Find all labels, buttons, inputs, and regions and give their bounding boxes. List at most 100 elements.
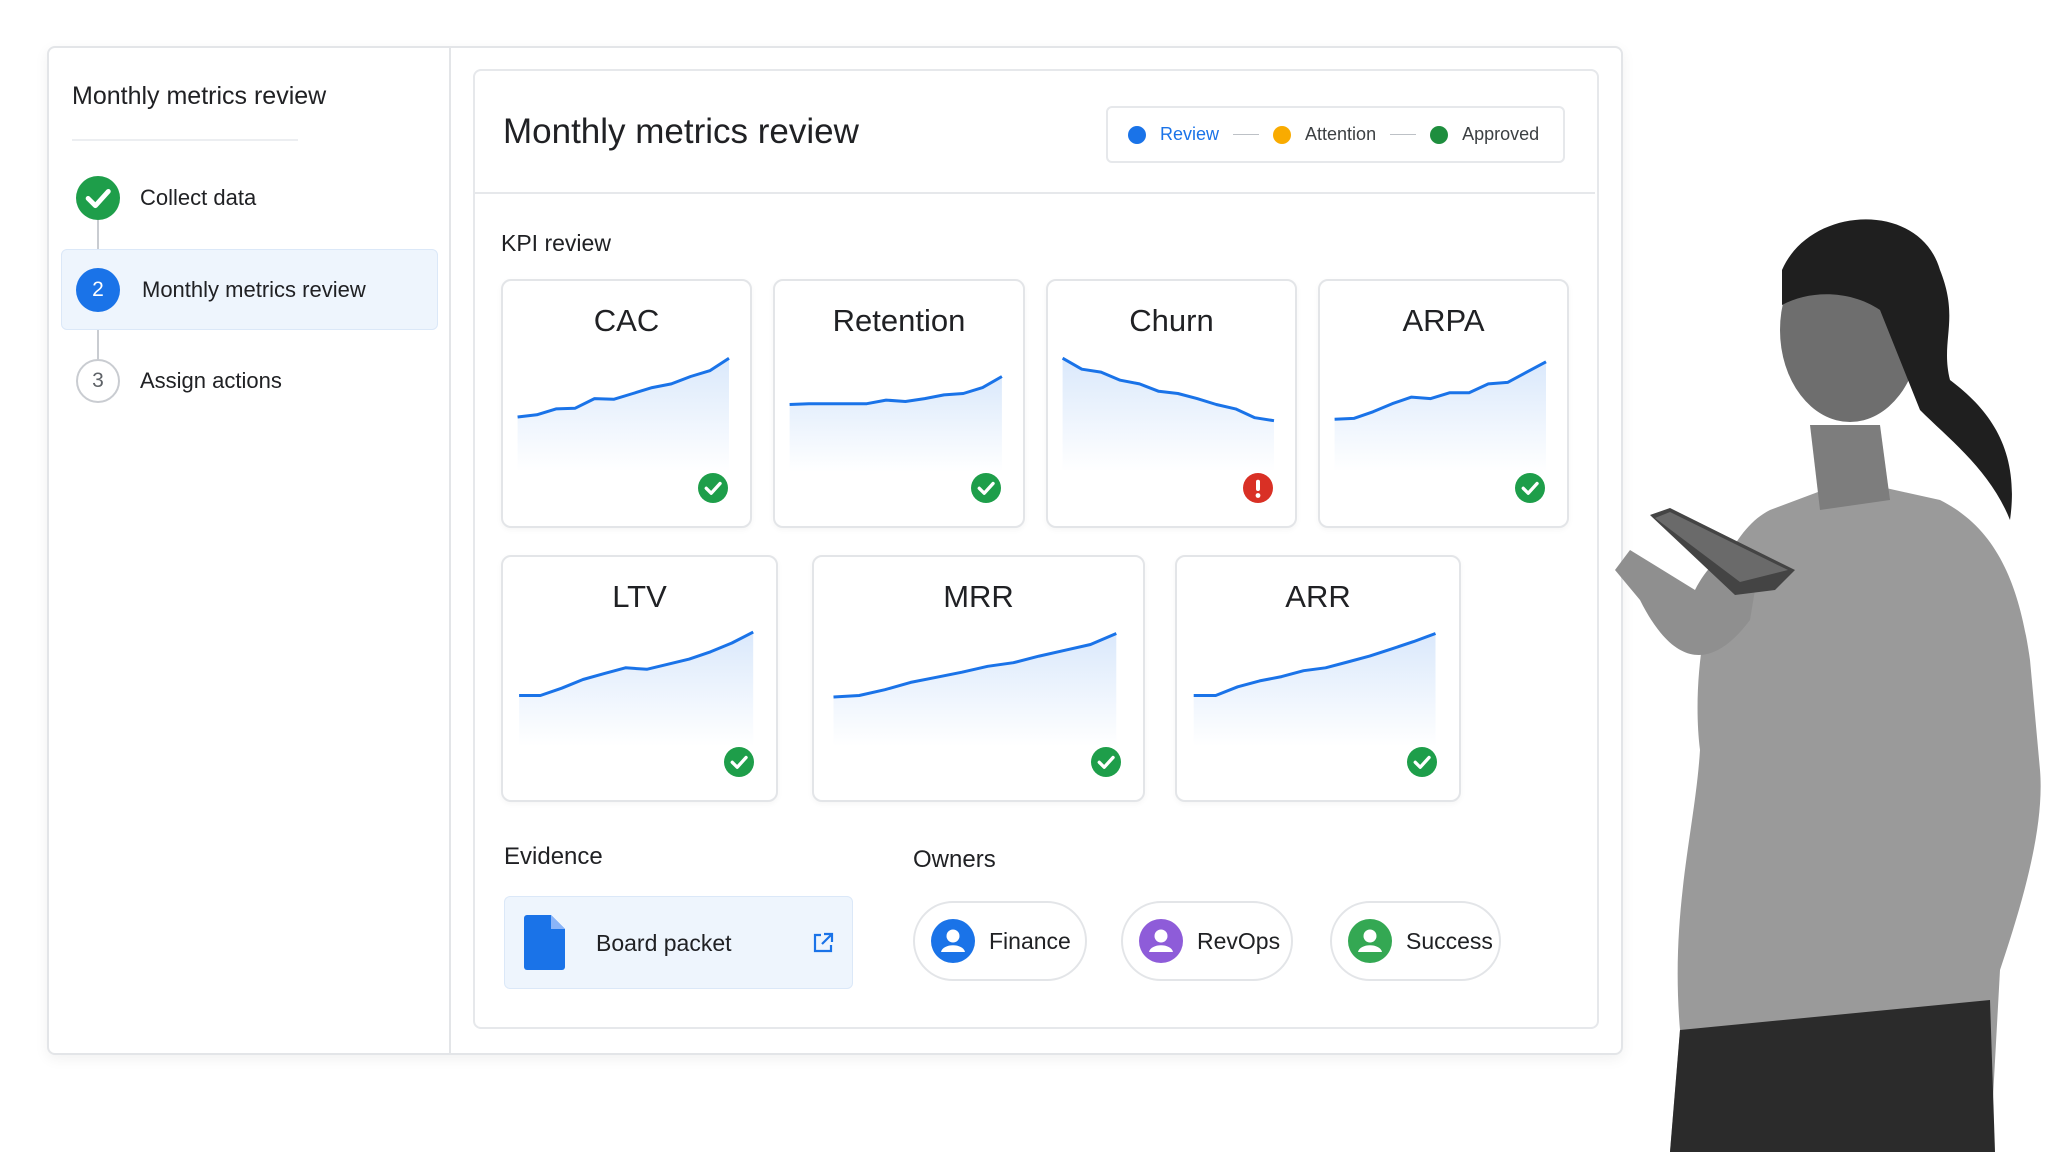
owner-avatar: [1348, 919, 1392, 963]
sparkline-line: [519, 630, 754, 697]
person-photo: [1615, 219, 2041, 1152]
kpi-card[interactable]: Churn: [1046, 279, 1297, 528]
sparkline-area: [1193, 633, 1436, 747]
step-label[interactable]: Monthly metrics review: [142, 277, 366, 302]
icon-glyph: [1255, 493, 1261, 498]
status-legend: Review Attention Approved: [1106, 106, 1565, 163]
icon-bg: [724, 747, 754, 777]
sparkline: [1193, 632, 1437, 747]
kpi-name: ARPA: [1402, 303, 1485, 338]
sparkline: [1061, 356, 1275, 473]
sparkline: [1334, 360, 1547, 473]
check-icon: [724, 747, 754, 777]
kpi-card[interactable]: LTV: [501, 555, 778, 802]
sparkline-line: [1061, 356, 1275, 423]
owner-chip[interactable]: RevOps: [1121, 901, 1293, 981]
icon-bg: [698, 473, 728, 503]
avatar-head: [1154, 929, 1168, 943]
sparkline-area: [833, 633, 1117, 747]
evidence-name: Board packet: [596, 930, 732, 956]
evidence-item[interactable]: Board packet: [504, 896, 853, 989]
icon-bg: [1407, 747, 1437, 777]
icon-bg: [1515, 473, 1545, 503]
owners-label: Owners: [913, 846, 996, 873]
kpi-name: CAC: [593, 303, 660, 338]
sparkline-line: [833, 632, 1117, 699]
legend-separator: [1233, 134, 1260, 135]
sparkline-area: [789, 376, 1002, 473]
icon-glyph: [1521, 481, 1539, 495]
avatar-body: [941, 945, 965, 952]
step-label[interactable]: Assign actions: [140, 368, 282, 393]
owner-avatar: [931, 919, 975, 963]
sidebar-title: Monthly metrics review: [72, 82, 327, 110]
kpi-name: MRR: [943, 579, 1014, 614]
legend-label: Attention: [1305, 124, 1377, 144]
icon-glyph: [1097, 755, 1115, 769]
sparkline-area: [1062, 358, 1274, 473]
kpi-card[interactable]: Retention: [773, 279, 1025, 528]
kpi-card[interactable]: ARR: [1175, 555, 1461, 802]
kpi-card[interactable]: ARPA: [1318, 279, 1569, 528]
owner-label: Success: [1406, 927, 1493, 954]
check-icon: [1407, 747, 1437, 777]
kpi-card[interactable]: CAC: [501, 279, 752, 528]
avatar-head: [1363, 929, 1377, 943]
legend-dot: [1430, 125, 1449, 144]
legend-label: Approved: [1462, 124, 1540, 144]
sparkline: [789, 375, 1003, 473]
sparkline: [519, 630, 754, 747]
kpi-name: Churn: [1129, 303, 1214, 338]
kpi-card[interactable]: MRR: [812, 555, 1145, 802]
icon-glyph: [1413, 755, 1431, 769]
icon-bg: [1091, 747, 1121, 777]
evidence-label: Evidence: [504, 843, 603, 870]
open-link-icon[interactable]: [811, 931, 835, 955]
sparkline-area: [517, 358, 729, 473]
icon-glyph: [730, 755, 748, 769]
check-icon: [76, 176, 120, 220]
sparkline-line: [1334, 360, 1547, 421]
legend-dot: [1273, 125, 1292, 144]
check-icon: [698, 473, 728, 503]
step-label[interactable]: Collect data: [140, 185, 257, 210]
avatar-body: [1358, 945, 1382, 952]
current-step-highlight: [61, 249, 438, 330]
icon-bg: [971, 473, 1001, 503]
alert-icon: [1243, 473, 1273, 503]
sidebar-divider: [449, 46, 451, 1053]
icon-glyph: [85, 188, 111, 209]
icon-glyph: [1256, 479, 1260, 491]
sparkline-line: [789, 375, 1003, 406]
kpi-name: ARR: [1285, 579, 1351, 614]
icon-glyph: [977, 481, 995, 495]
check-icon: [1091, 747, 1121, 777]
file-icon: [524, 915, 565, 970]
sparkline: [833, 632, 1117, 747]
kpi-name: LTV: [612, 579, 667, 614]
header-rule: [475, 192, 1595, 194]
legend-separator: [1390, 134, 1417, 135]
check-icon: [971, 473, 1001, 503]
kpi-section-label: KPI review: [501, 230, 611, 256]
legend-label: Review: [1160, 124, 1220, 144]
sidebar-rule: [72, 139, 298, 141]
owner-chip[interactable]: Finance: [913, 901, 1087, 981]
owner-avatar: [1139, 919, 1183, 963]
icon-bg: [76, 176, 120, 220]
avatar-body: [1149, 945, 1173, 952]
sparkline-line: [517, 356, 730, 419]
owner-chip[interactable]: Success: [1330, 901, 1501, 981]
step-number: 3: [76, 359, 120, 403]
main-card: [473, 69, 1599, 1029]
avatar-head: [946, 929, 960, 943]
step-number: 2: [76, 268, 120, 312]
owner-label: RevOps: [1197, 927, 1281, 954]
sparkline-area: [1334, 361, 1546, 473]
owner-label: Finance: [989, 927, 1071, 954]
sparkline: [517, 356, 730, 473]
sparkline-area: [519, 632, 754, 747]
icon-glyph: [704, 481, 722, 495]
kpi-name: Retention: [832, 303, 966, 338]
